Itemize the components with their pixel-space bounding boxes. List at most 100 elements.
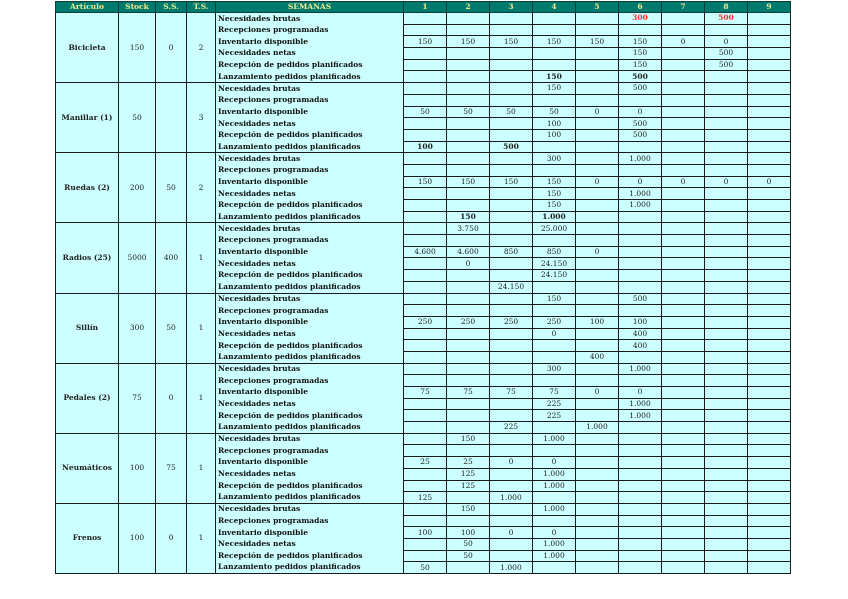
week-cell: 24.150 [489,280,533,294]
table-row: Necesidades netas 0 400 [56,327,791,341]
week-cell [403,82,447,95]
week-cell [532,561,576,574]
table-row: Inventario disponible 100 100 0 0 [56,526,791,539]
week-cell [704,82,748,95]
week-cell: 150 [446,432,490,446]
week-cell: 0 [704,35,748,49]
week-cell [489,432,533,446]
row-label: Recepciones programadas [215,515,404,527]
header-articulo: Artículo [55,1,119,13]
week-cell [575,70,619,84]
week-cell [661,549,705,563]
week-cell [575,526,619,539]
week-cell [446,23,490,37]
week-cell [747,70,791,84]
week-cell: 0 [532,526,576,539]
week-cell [661,280,705,294]
week-cell [704,537,748,551]
week-cell: 150 [446,35,490,49]
week-cell [704,304,748,317]
week-cell [618,444,662,458]
week-cell [747,374,791,387]
week-cell [618,537,662,551]
week-cell [618,491,662,504]
article-name: Neumáticos [55,432,119,504]
week-cell [489,537,533,551]
week-cell: 1.000 [532,479,576,493]
week-cell [618,350,662,364]
week-cell [575,549,619,563]
week-cell [489,58,533,72]
week-cell [403,152,447,165]
week-cell [704,409,748,423]
week-cell: 150 [403,175,447,189]
week-cell [661,222,705,236]
week-cell: 75 [489,386,533,399]
week-cell: 150 [532,70,576,84]
week-cell [661,210,705,224]
week-cell [704,479,748,493]
week-cell: 1.000 [575,421,619,434]
week-cell [446,47,490,60]
week-cell [403,397,447,411]
row-label: Lanzamiento pedidos planificados [215,351,404,364]
week-cell [618,93,662,107]
week-cell [661,421,705,434]
week-cell: 225 [532,409,576,423]
week-cell [747,444,791,458]
week-cell [575,397,619,411]
header-semanas: SEMANAS [215,1,404,13]
week-cell [532,58,576,72]
week-cell [661,292,705,306]
week-cell: 125 [403,491,447,504]
table-row: Lanzamiento pedidos planificados 400 [56,350,791,364]
week-cell: 3.750 [446,222,490,236]
header-week-9: 9 [747,1,791,13]
row-label: Inventario disponible [215,176,404,188]
week-cell [489,502,533,516]
week-cell [618,374,662,387]
article-safety-stock: 400 [155,222,187,294]
week-cell [661,350,705,364]
week-cell [446,350,490,364]
week-cell: 400 [618,339,662,352]
table-row: Recepción de pedidos planificados 100 500 [56,128,791,142]
week-cell: 4.600 [446,245,490,259]
article-name: Radios (25) [55,222,119,294]
week-cell [661,432,705,446]
week-cell: 150 [446,210,490,224]
row-label: Lanzamiento pedidos planificados [215,561,404,574]
week-cell: 150 [532,292,576,306]
week-cell [704,502,748,516]
row-label: Necesidades brutas [215,152,404,165]
week-cell: 1.000 [618,199,662,212]
week-cell [747,23,791,37]
week-cell [489,467,533,481]
table-row: Inventario disponible 150 150 150 150 0 0 0 0 0 [56,175,791,189]
week-cell [704,444,748,458]
week-cell [403,117,447,130]
week-cell [661,456,705,469]
week-cell [575,456,619,469]
week-cell [661,514,705,528]
week-cell [704,526,748,539]
header-week-8: 8 [704,1,748,13]
week-cell [618,222,662,236]
week-cell [747,397,791,411]
week-cell [747,479,791,493]
week-cell: 300 [532,362,576,376]
row-label: Recepción de pedidos planificados [215,199,404,212]
week-cell: 1.000 [532,549,576,563]
week-cell [747,245,791,259]
week-cell [575,502,619,516]
week-cell [704,222,748,236]
week-cell [532,514,576,528]
week-cell: 1.000 [489,561,533,574]
week-cell: 500 [618,292,662,306]
week-cell [446,12,490,25]
week-cell [403,23,447,37]
week-cell: 75 [446,386,490,399]
week-cell [575,199,619,212]
week-cell [403,292,447,306]
week-cell [747,222,791,236]
